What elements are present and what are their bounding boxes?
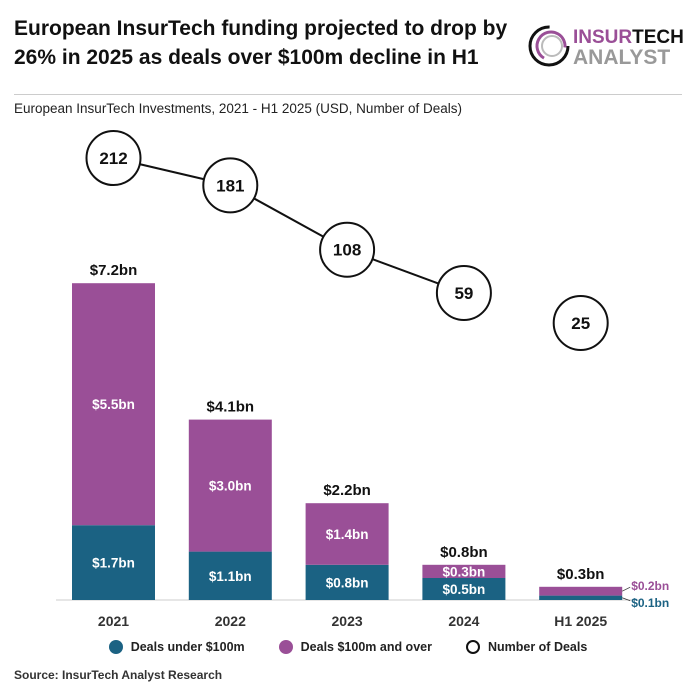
value-label-over: $0.3bn	[443, 564, 486, 579]
deals-marker	[319, 221, 376, 278]
leader-line	[622, 586, 631, 592]
svg-text:ANALYST: ANALYST	[573, 46, 670, 69]
legend-swatch-over	[278, 640, 293, 654]
deals-label: 25	[571, 314, 590, 333]
value-label-over: $5.5bn	[92, 397, 135, 412]
legend-swatch-deals	[465, 640, 480, 654]
deals-label: 181	[216, 176, 244, 195]
bar-100m-and-over	[305, 503, 389, 565]
x-tick-label: 2022	[215, 613, 246, 629]
total-label: $7.2bn	[90, 262, 138, 279]
value-label-over: $3.0bn	[209, 479, 252, 494]
value-label-under: $1.7bn	[92, 556, 135, 571]
value-label-under: $0.8bn	[326, 575, 369, 590]
deals-marker	[435, 264, 492, 321]
legend-label-deals: Number of Deals	[487, 640, 588, 654]
chart-subtitle: European InsurTech Investments, 2021 - H…	[14, 101, 462, 116]
legend-under: Deals under $100m	[108, 640, 245, 654]
divider	[14, 94, 682, 95]
legend-over: Deals $100m and over	[278, 640, 432, 654]
legend-swatch-under	[108, 640, 123, 654]
total-label: $0.8bn	[440, 544, 488, 561]
value-label-over: $1.4bn	[326, 527, 369, 542]
total-label: $4.1bn	[207, 399, 255, 416]
bar-100m-and-over	[72, 283, 155, 526]
legend-label-over: Deals $100m and over	[300, 640, 432, 654]
value-label-under: $0.5bn	[443, 582, 486, 597]
x-tick-label: 2023	[332, 613, 363, 629]
x-tick-label: 2024	[448, 613, 479, 629]
value-label-under: $1.1bn	[209, 569, 252, 584]
value-label-over: $0.2bn	[631, 579, 669, 593]
bar-100m-and-over	[188, 419, 272, 552]
bar-under-100m	[188, 551, 272, 600]
leader-line	[622, 597, 631, 602]
legend-deals: Number of Deals	[465, 640, 588, 654]
x-tick-label: 2021	[98, 613, 129, 629]
bar-under-100m	[72, 525, 155, 600]
x-tick-label: H1 2025	[554, 613, 607, 629]
bar-under-100m	[422, 578, 506, 600]
deals-marker	[85, 130, 142, 187]
deals-marker	[552, 294, 609, 351]
total-label: $0.3bn	[557, 566, 605, 583]
insurtech-analyst-logo: INSURTECH ANALYST	[527, 22, 687, 72]
chart-title: European InsurTech funding projected to …	[14, 17, 508, 69]
source-note: Source: InsurTech Analyst Research	[14, 668, 223, 682]
deals-marker	[202, 157, 259, 214]
legend: Deals under $100m Deals $100m and over N…	[0, 640, 696, 654]
bar-under-100m	[305, 564, 389, 600]
deals-label: 212	[99, 149, 127, 168]
deals-label: 59	[454, 284, 473, 303]
bar-under-100m	[539, 595, 623, 600]
total-label: $2.2bn	[323, 482, 371, 499]
svg-text:INSURTECH: INSURTECH	[573, 27, 684, 48]
bar-100m-and-over	[422, 564, 506, 578]
value-label-under: $0.1bn	[631, 596, 669, 610]
legend-label-under: Deals under $100m	[130, 640, 245, 654]
deals-label: 108	[333, 241, 361, 260]
bar-100m-and-over	[539, 586, 623, 596]
